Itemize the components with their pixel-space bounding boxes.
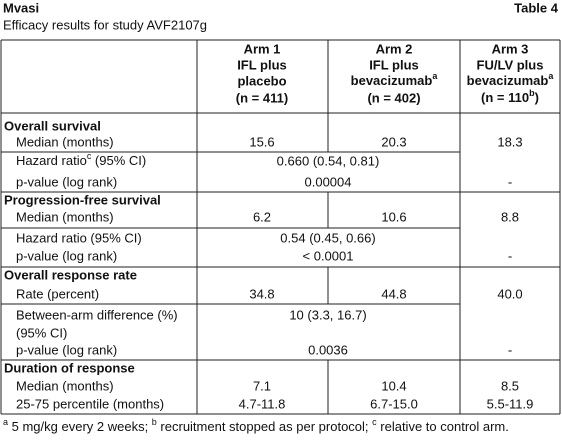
cell-value: - [508,342,512,357]
cell-value: 10.6 [381,209,406,224]
superscript: a [432,71,438,81]
column-header: FU/LV plus [477,57,544,72]
text-segment: Hazard ratio [16,153,87,168]
column-header: Arm 2 [376,41,413,56]
cell-value: 34.8 [249,286,274,301]
text-segment: ) [535,90,539,105]
footnote: a​ 5 mg/kg every 2 weeks; b​ recruitment… [3,417,509,434]
superscript: a [548,71,554,81]
cell-value: 0.660 (0.54, 0.81) [277,153,380,168]
cell-value: - [508,174,512,189]
superscript: c [372,417,377,427]
section-title: Duration of response [4,360,135,375]
column-header: Arm 1 [244,41,281,56]
cell-value: - [508,248,512,263]
text-segment: bevacizumab [351,73,433,88]
row-label: Median (months) [16,209,114,224]
superscript: b [152,417,157,427]
row-label: Median (months) [16,134,114,149]
row-label: 25-75 percentile (months) [16,396,164,411]
table-label: Table 4 [514,0,559,15]
cell-value: 10.4 [381,378,406,393]
superscript: b [529,88,535,98]
row-label: Hazard ratioc​ (95% CI) [16,151,146,168]
section-title: Progression-free survival [4,192,161,207]
cell-value: < 0.0001 [303,248,354,263]
cell-value: 20.3 [381,134,406,149]
row-label: Hazard ratio (95% CI) [16,230,142,245]
column-header: bevacizumaba​ [467,71,555,88]
text-segment: 5 mg/kg every 2 weeks; [8,419,152,434]
text-segment: bevacizumab [467,73,549,88]
row-label: Rate (percent) [16,286,99,301]
text-segment: relative to control arm. [377,419,509,434]
row-label: (95% CI) [16,325,67,340]
cell-value: 44.8 [381,286,406,301]
cell-value: 4.7-11.8 [239,396,286,411]
cell-value: 15.6 [249,134,274,149]
cell-value: 8.8 [501,209,519,224]
superscript: a [3,417,8,427]
text-segment: recruitment stopped as per protocol; [157,419,372,434]
cell-value: 6.2 [253,209,271,224]
title: Mvasi [3,0,39,15]
cell-value: 5.5-11.9 [487,396,534,411]
column-header: placebo [237,73,286,88]
cell-value: 40.0 [497,286,522,301]
cell-value: 0.54 (0.45, 0.66) [280,230,375,245]
text-segment: (n = 110 [481,90,529,105]
cell-value: 7.1 [253,378,271,393]
column-header: bevacizumaba​ [351,71,439,88]
cell-value: 10 (3.3, 16.7) [289,307,366,322]
column-header: (n = 402) [367,90,420,105]
cell-value: 6.7-15.0 [370,396,418,411]
row-label: Between-arm difference (%) [16,307,178,322]
row-label: Median (months) [16,378,114,393]
text-segment: (95% CI) [91,153,146,168]
row-label: p-value (log rank) [16,342,117,357]
column-header: Arm 3 [492,41,529,56]
column-header: (n = 110b​) [481,88,539,105]
column-header: IFL plus [237,57,287,72]
cell-value: 0.00004 [305,174,352,189]
column-header: (n = 411) [236,90,288,105]
cell-value: 18.3 [497,134,522,149]
row-label: p-value (log rank) [16,248,117,263]
row-label: p-value (log rank) [16,174,117,189]
section-title: Overall response rate [4,267,137,282]
cell-value: 8.5 [501,378,519,393]
section-title: Overall survival [4,118,101,133]
subtitle: Efficacy results for study AVF2107g [3,17,207,32]
superscript: c [87,151,92,161]
column-header: IFL plus [369,57,419,72]
cell-value: 0.0036 [308,342,348,357]
